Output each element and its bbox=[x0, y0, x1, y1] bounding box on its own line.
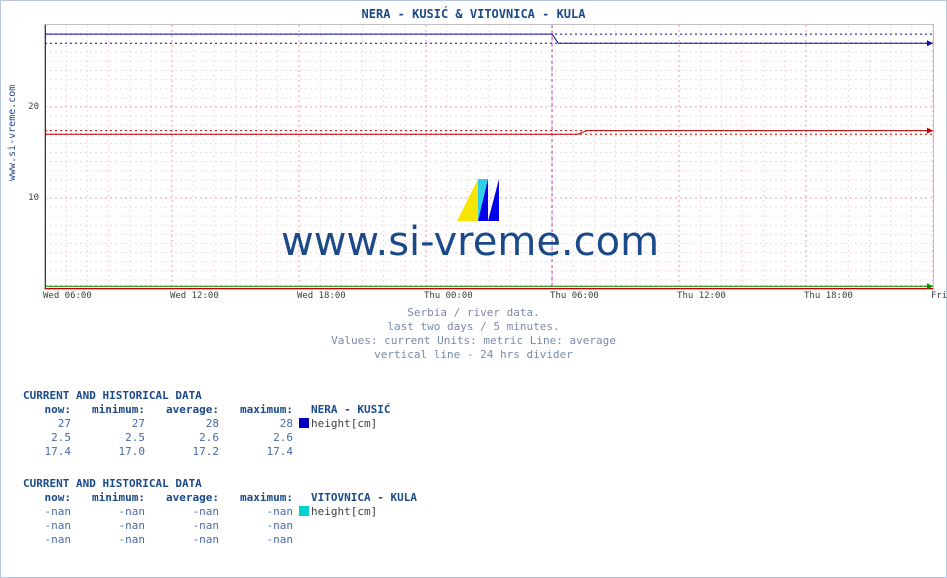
x-tick-label: Thu 12:00 bbox=[677, 291, 726, 301]
stats-row: 2.52.52.62.6 bbox=[23, 431, 390, 445]
stats-cell: 17.2 bbox=[145, 445, 219, 459]
chart-description: Serbia / river data.last two days / 5 mi… bbox=[1, 306, 946, 362]
stats-title: CURRENT AND HISTORICAL DATA bbox=[23, 477, 417, 491]
stats-block-vitovnica: CURRENT AND HISTORICAL DATAnow:minimum:a… bbox=[23, 477, 417, 547]
stats-cell: 27 bbox=[71, 417, 145, 431]
stats-series-name: NERA - KUSIĆ bbox=[311, 403, 390, 417]
stats-row: 17.417.017.217.4 bbox=[23, 445, 390, 459]
legend-label: height[cm] bbox=[311, 505, 377, 519]
x-tick-label: Wed 06:00 bbox=[43, 291, 92, 301]
description-line: Values: current Units: metric Line: aver… bbox=[1, 334, 946, 348]
stats-cell: -nan bbox=[145, 505, 219, 519]
stats-cell: -nan bbox=[145, 533, 219, 547]
stats-row: -nan-nan-nan-nan height[cm] bbox=[23, 505, 417, 519]
stats-cell: -nan bbox=[23, 505, 71, 519]
stats-cell: -nan bbox=[219, 533, 293, 547]
stats-cell: 17.4 bbox=[23, 445, 71, 459]
stats-col-header: now: bbox=[23, 403, 71, 417]
x-tick-label: Wed 18:00 bbox=[297, 291, 346, 301]
stats-cell: -nan bbox=[71, 505, 145, 519]
stats-cell: 27 bbox=[23, 417, 71, 431]
stats-cell: -nan bbox=[219, 505, 293, 519]
stats-row: -nan-nan-nan-nan bbox=[23, 519, 417, 533]
stats-col-header: average: bbox=[145, 491, 219, 505]
stats-block-nera: CURRENT AND HISTORICAL DATAnow:minimum:a… bbox=[23, 389, 390, 459]
stats-col-header: maximum: bbox=[219, 403, 293, 417]
y-tick-label: 20 bbox=[28, 102, 39, 112]
stats-cell: -nan bbox=[23, 533, 71, 547]
y-axis-sidelabel: www.si-vreme.com bbox=[7, 85, 18, 181]
stats-header-row: now:minimum:average:maximum: NERA - KUSIĆ bbox=[23, 403, 390, 417]
stats-series-name: VITOVNICA - KULA bbox=[311, 491, 417, 505]
stats-cell: 2.6 bbox=[145, 431, 219, 445]
y-tick-label: 10 bbox=[28, 193, 39, 203]
stats-col-header: maximum: bbox=[219, 491, 293, 505]
stats-title: CURRENT AND HISTORICAL DATA bbox=[23, 389, 390, 403]
x-tick-label: Thu 00:00 bbox=[424, 291, 473, 301]
x-tick-label: Wed 12:00 bbox=[170, 291, 219, 301]
plot-area: www.si-vreme.com bbox=[45, 25, 933, 289]
stats-cell: -nan bbox=[71, 519, 145, 533]
stats-col-header: minimum: bbox=[71, 491, 145, 505]
stats-cell: 17.4 bbox=[219, 445, 293, 459]
stats-cell: 2.6 bbox=[219, 431, 293, 445]
stats-row: -nan-nan-nan-nan bbox=[23, 533, 417, 547]
stats-cell: -nan bbox=[145, 519, 219, 533]
description-line: Serbia / river data. bbox=[1, 306, 946, 320]
x-tick-label: Thu 06:00 bbox=[550, 291, 599, 301]
stats-cell: 2.5 bbox=[71, 431, 145, 445]
stats-col-header: minimum: bbox=[71, 403, 145, 417]
stats-cell: 28 bbox=[219, 417, 293, 431]
description-line: vertical line - 24 hrs divider bbox=[1, 348, 946, 362]
stats-cell: -nan bbox=[23, 519, 71, 533]
legend-swatch bbox=[299, 506, 309, 516]
stats-cell: -nan bbox=[71, 533, 145, 547]
stats-col-header: average: bbox=[145, 403, 219, 417]
stats-col-header: now: bbox=[23, 491, 71, 505]
outer-frame: www.si-vreme.com NERA - KUSIĆ & VITOVNIC… bbox=[0, 0, 947, 578]
stats-cell: 17.0 bbox=[71, 445, 145, 459]
chart-title: NERA - KUSIĆ & VITOVNICA - KULA bbox=[1, 7, 946, 21]
stats-cell: 2.5 bbox=[23, 431, 71, 445]
x-tick-label: Thu 18:00 bbox=[804, 291, 853, 301]
legend-swatch bbox=[299, 418, 309, 428]
stats-cell: 28 bbox=[145, 417, 219, 431]
description-line: last two days / 5 minutes. bbox=[1, 320, 946, 334]
watermark-text: www.si-vreme.com bbox=[281, 219, 659, 265]
stats-row: 27272828 height[cm] bbox=[23, 417, 390, 431]
stats-cell: -nan bbox=[219, 519, 293, 533]
x-tick-label: Fri 00:00 bbox=[931, 291, 947, 301]
stats-header-row: now:minimum:average:maximum: VITOVNICA - … bbox=[23, 491, 417, 505]
legend-label: height[cm] bbox=[311, 417, 377, 431]
